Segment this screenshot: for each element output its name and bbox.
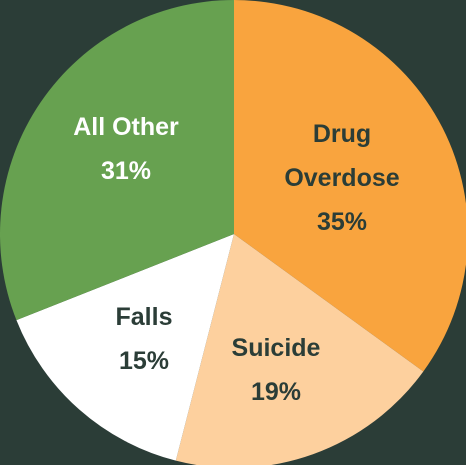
slice-category-label-0-0: Drug — [313, 120, 371, 148]
slice-value-label-2-1: 15% — [119, 347, 169, 375]
pie-slice-falls — [16, 234, 235, 461]
pie-slice-suicide — [175, 234, 424, 465]
slice-category-label-3-0: All Other — [73, 113, 179, 141]
pie-labels: Drug Overdose 35% Suicide 19% Falls 15% All Oth… — [73, 113, 400, 406]
slice-value-label-3-1: 31% — [101, 157, 151, 185]
pie-slice-drug-overdose — [234, 0, 466, 372]
slice-category-label-2-0: Falls — [116, 303, 173, 331]
slice-value-label-0-2: 35% — [317, 208, 367, 236]
slice-category-label-1-0: Suicide — [232, 334, 321, 362]
slice-category-label-0-1: Overdose — [284, 164, 399, 192]
slice-value-label-1-1: 19% — [251, 378, 301, 406]
pie-slice-all-other — [0, 0, 234, 321]
